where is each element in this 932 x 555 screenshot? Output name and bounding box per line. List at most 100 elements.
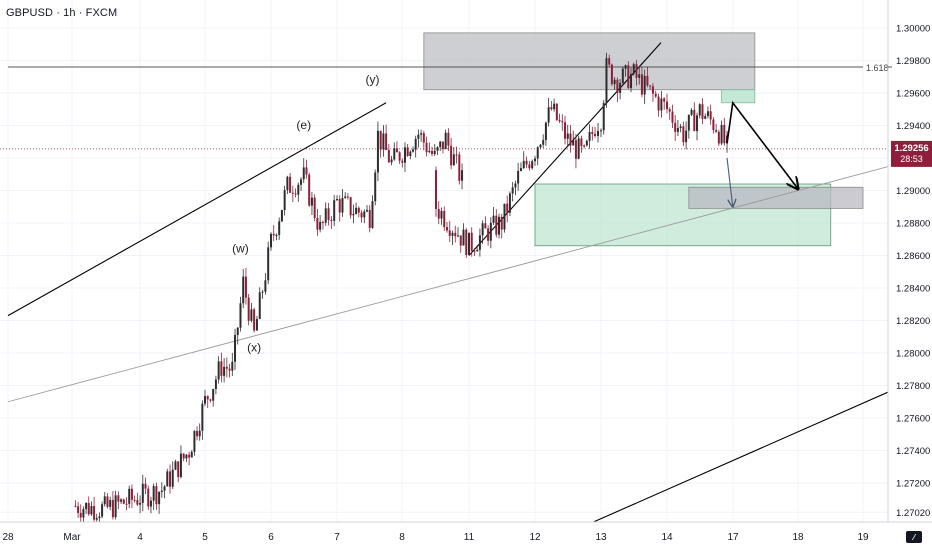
- candle-body: [436, 147, 439, 151]
- candle-body: [297, 184, 300, 195]
- candle-body: [511, 187, 514, 194]
- candle-body: [660, 98, 663, 111]
- candle-body: [635, 64, 638, 78]
- candle-body: [319, 221, 322, 230]
- price-axis-panel[interactable]: [888, 0, 932, 550]
- candle-body: [701, 104, 704, 119]
- target-zone-lower[interactable]: [688, 186, 864, 209]
- candle-body: [244, 276, 247, 298]
- x-tick-label: 6: [268, 532, 274, 543]
- candle-body: [569, 133, 572, 146]
- candle-body: [495, 215, 498, 235]
- candle-body: [550, 107, 553, 110]
- candle-body: [349, 197, 352, 216]
- upper-channel-line[interactable]: [7, 102, 387, 317]
- candle-body: [583, 145, 586, 147]
- time-axis-panel[interactable]: [0, 522, 932, 550]
- tradingview-logo-icon[interactable]: ⁄: [906, 531, 922, 543]
- candle-body: [198, 430, 201, 437]
- candle-body: [715, 129, 718, 132]
- candle-body: [147, 488, 150, 507]
- candle-body: [723, 124, 726, 144]
- candle-body: [179, 453, 182, 477]
- candle-body: [679, 126, 682, 129]
- candle-body: [77, 506, 80, 513]
- candle-body: [439, 141, 442, 148]
- lower-channel-line[interactable]: [578, 388, 896, 530]
- candle-body: [440, 210, 443, 219]
- wave-label: (y): [365, 72, 379, 86]
- y-tick-label: 1.29800: [896, 56, 930, 67]
- y-tick-label: 1.28200: [896, 316, 930, 327]
- candle-body: [98, 516, 101, 519]
- candle-body: [393, 148, 396, 160]
- candle-body: [425, 142, 428, 153]
- candle-body: [451, 232, 454, 236]
- candle-body: [435, 170, 437, 209]
- candle-body: [566, 133, 569, 139]
- candle-body: [663, 98, 666, 102]
- candle-body: [462, 229, 465, 246]
- y-tick-label: 1.27200: [896, 479, 930, 490]
- y-tick-label: 1.30000: [896, 24, 930, 35]
- alternate-projection[interactable]: [726, 157, 733, 207]
- candle-body: [236, 327, 239, 335]
- candle-body: [160, 490, 163, 492]
- candle-body: [352, 213, 355, 216]
- candle-body: [414, 138, 417, 150]
- candle-body: [190, 451, 193, 458]
- candle-body: [253, 309, 256, 331]
- candle-body: [333, 200, 336, 221]
- candle-body: [671, 111, 674, 123]
- candle-body: [95, 518, 98, 520]
- candle-body: [344, 196, 347, 198]
- candle-body: [395, 148, 398, 153]
- candle-body: [643, 75, 646, 95]
- candle-body: [492, 215, 495, 223]
- candle-body: [308, 174, 311, 206]
- candle-body: [539, 144, 542, 148]
- candle-body: [619, 82, 622, 93]
- candle-body: [470, 232, 473, 251]
- candle-body: [500, 216, 503, 230]
- candle-body: [657, 96, 660, 111]
- primary-projection[interactable]: [726, 100, 798, 189]
- current-price-value: 1.29256: [894, 143, 928, 154]
- candle-body: [417, 134, 420, 139]
- candle-body: [212, 388, 215, 401]
- candle-body: [223, 366, 226, 376]
- y-tick-label: 1.28400: [896, 284, 930, 295]
- current-price-badge: [891, 140, 932, 167]
- x-tick-label: Mar: [63, 532, 81, 543]
- candle-body: [646, 75, 649, 86]
- symbol-title: GBPUSD · 1h · FXCM: [6, 7, 118, 19]
- candle-body: [217, 361, 220, 380]
- candle-body: [368, 209, 371, 228]
- candle-body: [412, 149, 415, 152]
- candle-body: [580, 138, 583, 147]
- candle-body: [122, 499, 125, 504]
- candle-body: [627, 65, 630, 88]
- candle-body: [196, 431, 199, 437]
- resistance-zone[interactable]: [423, 32, 756, 91]
- candle-body: [448, 230, 451, 236]
- long-support-line[interactable]: [7, 164, 896, 403]
- candle-body: [632, 64, 635, 74]
- candle-body: [101, 504, 104, 517]
- candle-body: [141, 483, 144, 503]
- candle-body: [382, 133, 385, 150]
- candle-body: [321, 221, 324, 223]
- target-zone-upper[interactable]: [721, 89, 756, 104]
- candle-body: [484, 223, 487, 229]
- candle-body: [376, 130, 379, 173]
- candle-body: [185, 454, 188, 459]
- candle-body: [478, 235, 481, 250]
- candle-body: [338, 199, 341, 213]
- candle-body: [468, 232, 470, 256]
- candles: [74, 52, 729, 530]
- candle-body: [136, 500, 139, 505]
- y-tick-label: 1.29000: [896, 186, 930, 197]
- candle-body: [651, 86, 654, 94]
